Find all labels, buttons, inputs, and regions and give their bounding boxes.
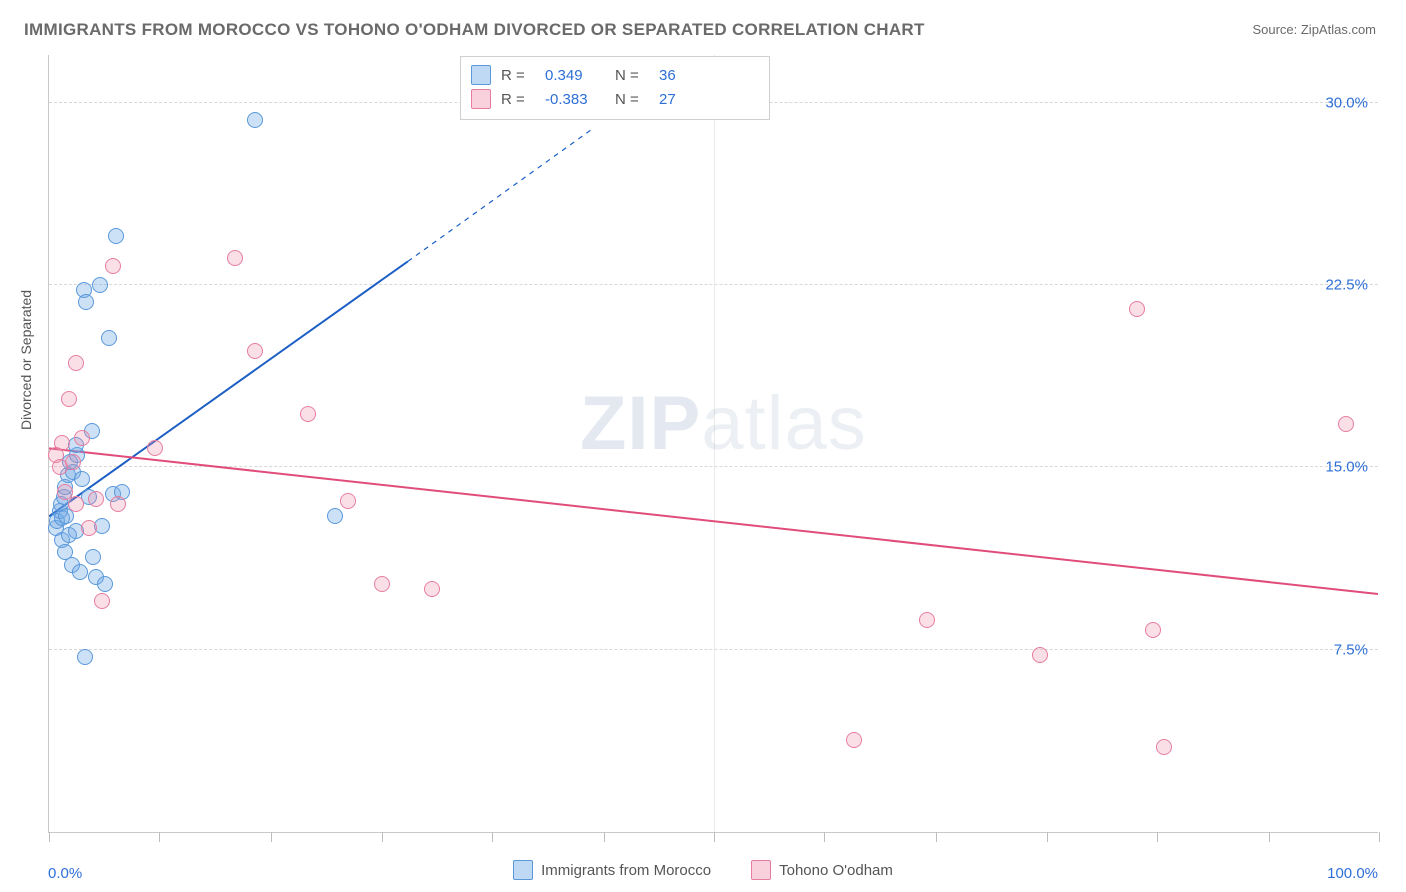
r-label: R = [501, 91, 535, 108]
legend-label: Immigrants from Morocco [541, 862, 711, 879]
chart-title: IMMIGRANTS FROM MOROCCO VS TOHONO O'ODHA… [24, 20, 925, 40]
scatter-point [1129, 301, 1145, 317]
plot-area: 7.5% 15.0% 22.5% 30.0% [48, 55, 1378, 833]
scatter-point [1032, 647, 1048, 663]
scatter-point [1145, 622, 1161, 638]
scatter-point [340, 493, 356, 509]
scatter-point [78, 294, 94, 310]
y-tick-label: 7.5% [1334, 641, 1368, 658]
y-axis-label: Divorced or Separated [18, 290, 34, 430]
legend-item: Tohono O'odham [751, 860, 893, 880]
scatter-point [68, 496, 84, 512]
correlation-legend: R = 0.349 N = 36 R = -0.383 N = 27 [460, 56, 770, 120]
scatter-point [94, 593, 110, 609]
n-label: N = [615, 91, 649, 108]
legend-label: Tohono O'odham [779, 862, 893, 879]
scatter-point [92, 277, 108, 293]
x-tick [271, 832, 272, 842]
source-label: Source: ZipAtlas.com [1252, 22, 1376, 37]
x-tick [159, 832, 160, 842]
scatter-point [68, 355, 84, 371]
trend-line [49, 261, 408, 516]
x-tick [714, 832, 715, 842]
y-tick-label: 22.5% [1325, 276, 1368, 293]
scatter-point [110, 496, 126, 512]
y-tick-label: 30.0% [1325, 94, 1368, 111]
scatter-point [374, 576, 390, 592]
scatter-point [1338, 416, 1354, 432]
trend-line-dashed [408, 128, 594, 262]
r-value: 0.349 [545, 67, 605, 84]
scatter-point [85, 549, 101, 565]
scatter-point [247, 112, 263, 128]
x-tick [1379, 832, 1380, 842]
y-tick-label: 15.0% [1325, 459, 1368, 476]
scatter-point [72, 564, 88, 580]
x-tick [824, 832, 825, 842]
scatter-point [919, 612, 935, 628]
scatter-point [108, 228, 124, 244]
r-value: -0.383 [545, 91, 605, 108]
bottom-legend: Immigrants from Morocco Tohono O'odham [0, 860, 1406, 880]
scatter-point [54, 435, 70, 451]
scatter-point [74, 471, 90, 487]
scatter-point [227, 250, 243, 266]
scatter-point [97, 576, 113, 592]
scatter-point [846, 732, 862, 748]
scatter-point [74, 430, 90, 446]
swatch-blue [471, 65, 491, 85]
legend-row: R = -0.383 N = 27 [471, 87, 759, 111]
scatter-point [327, 508, 343, 524]
r-label: R = [501, 67, 535, 84]
scatter-point [105, 258, 121, 274]
scatter-point [65, 454, 81, 470]
legend-row: R = 0.349 N = 36 [471, 63, 759, 87]
x-tick [604, 832, 605, 842]
gridline-vertical [714, 55, 715, 832]
scatter-point [424, 581, 440, 597]
x-tick [49, 832, 50, 842]
n-value: 27 [659, 91, 676, 108]
x-tick [382, 832, 383, 842]
scatter-point [247, 343, 263, 359]
x-tick [1157, 832, 1158, 842]
scatter-point [1156, 739, 1172, 755]
scatter-point [147, 440, 163, 456]
x-tick [492, 832, 493, 842]
swatch-pink [471, 89, 491, 109]
n-value: 36 [659, 67, 676, 84]
n-label: N = [615, 67, 649, 84]
x-tick [1047, 832, 1048, 842]
scatter-point [61, 391, 77, 407]
x-tick [1269, 832, 1270, 842]
scatter-point [77, 649, 93, 665]
swatch-blue [513, 860, 533, 880]
scatter-point [300, 406, 316, 422]
legend-item: Immigrants from Morocco [513, 860, 711, 880]
scatter-point [81, 520, 97, 536]
scatter-point [101, 330, 117, 346]
swatch-pink [751, 860, 771, 880]
x-tick [936, 832, 937, 842]
scatter-point [88, 491, 104, 507]
